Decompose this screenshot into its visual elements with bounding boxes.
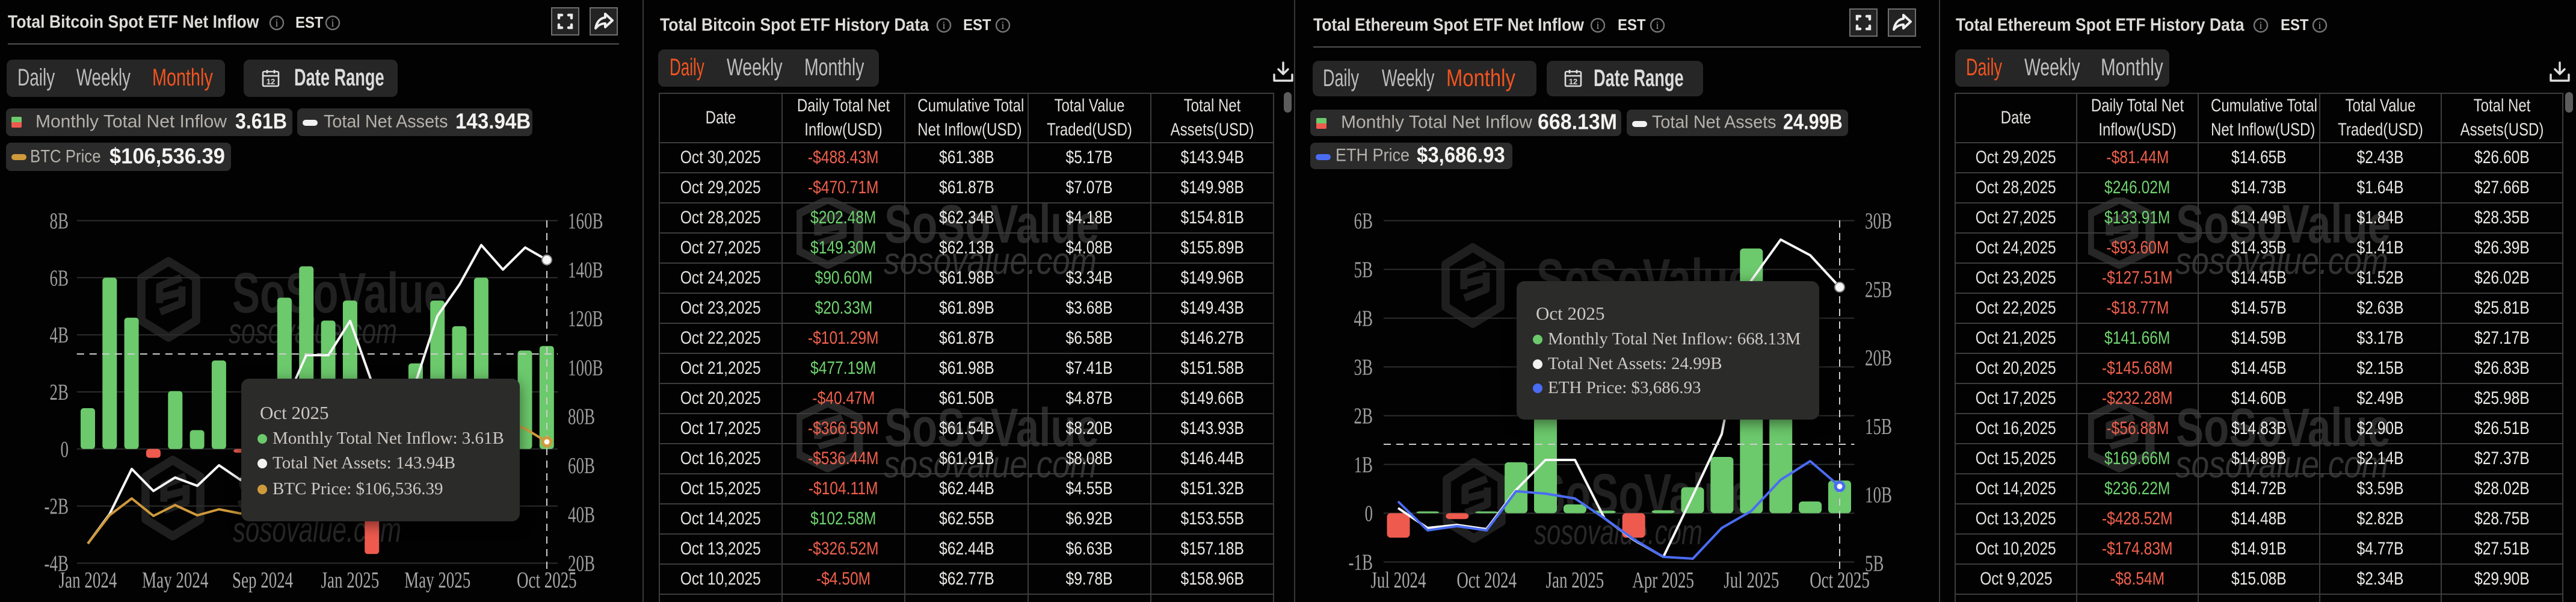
svg-text:Oct 2024: Oct 2024 <box>1456 568 1517 593</box>
svg-text:140B: 140B <box>568 258 603 283</box>
svg-text:5B: 5B <box>1865 551 1884 577</box>
svg-text:i: i <box>275 17 278 29</box>
svg-text:0: 0 <box>1365 501 1373 527</box>
svg-text:80B: 80B <box>568 405 595 430</box>
svg-text:3B: 3B <box>1354 355 1373 380</box>
svg-text:60B: 60B <box>568 453 595 479</box>
svg-text:15B: 15B <box>1865 414 1892 439</box>
svg-text:20B: 20B <box>1865 346 1892 371</box>
svg-text:Sep 2024: Sep 2024 <box>232 568 293 593</box>
svg-text:10B: 10B <box>1865 483 1892 508</box>
svg-text:SoSoValue: SoSoValue <box>232 261 447 325</box>
svg-text:40B: 40B <box>568 502 595 527</box>
svg-text:Apr 2025: Apr 2025 <box>1632 568 1694 593</box>
svg-text:25B: 25B <box>1865 277 1892 302</box>
svg-text:i: i <box>2259 19 2262 31</box>
svg-text:4B: 4B <box>50 323 69 348</box>
svg-text:12: 12 <box>1569 77 1577 86</box>
svg-text:Jan 2024: Jan 2024 <box>59 568 117 593</box>
svg-text:5B: 5B <box>1354 258 1373 283</box>
svg-text:Jan 2025: Jan 2025 <box>321 568 380 593</box>
svg-text:160B: 160B <box>568 209 603 234</box>
svg-text:20B: 20B <box>568 551 595 577</box>
svg-text:i: i <box>1656 19 1659 31</box>
svg-text:100B: 100B <box>568 355 603 380</box>
svg-text:12: 12 <box>267 77 275 86</box>
svg-text:2B: 2B <box>50 380 69 405</box>
svg-text:-2B: -2B <box>45 494 69 520</box>
svg-text:-4B: -4B <box>45 551 69 577</box>
svg-text:sosovalue.com: sosovalue.com <box>1534 513 1702 552</box>
svg-text:Jan 2025: Jan 2025 <box>1546 568 1604 593</box>
svg-text:4B: 4B <box>1354 306 1373 332</box>
svg-text:30B: 30B <box>1865 209 1892 234</box>
svg-text:Jul 2025: Jul 2025 <box>1724 568 1779 593</box>
svg-text:i: i <box>942 19 945 31</box>
svg-text:2B: 2B <box>1354 404 1373 429</box>
svg-text:i: i <box>1596 19 1599 31</box>
svg-text:-1B: -1B <box>1349 550 1373 576</box>
svg-text:i: i <box>331 17 334 29</box>
svg-text:i: i <box>1001 19 1004 31</box>
svg-text:i: i <box>2318 19 2321 31</box>
svg-text:8B: 8B <box>50 209 69 234</box>
svg-text:1B: 1B <box>1354 453 1373 478</box>
svg-text:120B: 120B <box>568 306 603 332</box>
svg-text:Oct 2025: Oct 2025 <box>1810 568 1870 593</box>
svg-text:Oct 2025: Oct 2025 <box>517 568 577 593</box>
svg-text:May 2025: May 2025 <box>404 568 470 593</box>
svg-text:May 2024: May 2024 <box>142 568 208 593</box>
svg-text:6B: 6B <box>1354 209 1373 234</box>
svg-text:0: 0 <box>61 437 69 462</box>
svg-text:6B: 6B <box>50 265 69 291</box>
svg-text:Jul 2024: Jul 2024 <box>1370 568 1426 593</box>
